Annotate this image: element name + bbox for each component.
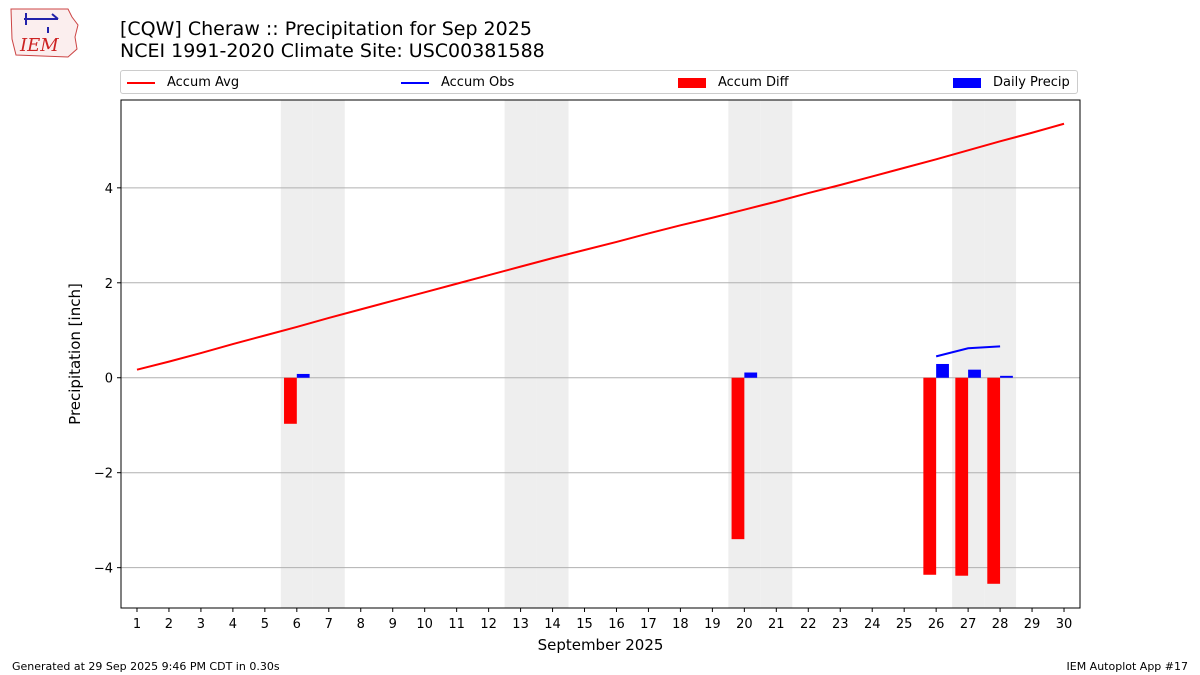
y-tick-label: 0: [105, 372, 113, 387]
x-axis: 1 2 3 4 5 6 7 8 9 10 11 12 13 14 15 16 17 18 19 20 21 22 23 24 2…: [133, 608, 1072, 632]
y-tick-label: −2: [94, 467, 113, 482]
y-tick-label: 4: [105, 182, 113, 197]
x-tick-label: 12: [480, 617, 497, 632]
chart-subtitle: NCEI 1991-2020 Climate Site: USC00381588: [120, 40, 545, 62]
chart-title: [CQW] Cheraw :: Precipitation for Sep 20…: [120, 18, 532, 40]
y-tick-label: −4: [94, 562, 113, 577]
x-tick-label: 16: [608, 617, 625, 632]
x-tick-label: 5: [261, 617, 269, 632]
logo-text: IEM: [19, 35, 59, 56]
x-tick-label: 8: [357, 617, 365, 632]
x-tick-label: 20: [736, 617, 753, 632]
plot-frame: [120, 99, 1081, 609]
x-tick-label: 27: [960, 617, 977, 632]
accum-diff-bar: [987, 377, 1001, 584]
legend-label: Accum Diff: [718, 75, 789, 90]
x-tick-label: 11: [448, 617, 465, 632]
accum-diff-bar: [284, 377, 297, 424]
accum-diff-bar: [731, 377, 745, 540]
x-tick-label: 15: [576, 617, 593, 632]
weekend-band: [504, 100, 537, 608]
accum-diff-bar: [923, 377, 937, 575]
weekend-shading: [280, 100, 1017, 608]
x-tick-label: 22: [800, 617, 817, 632]
x-tick-label: 10: [416, 617, 433, 632]
weekend-band: [280, 100, 313, 608]
legend: Accum Avg Accum Obs Accum Diff Daily Pre…: [120, 70, 1078, 94]
daily-precip-bar: [936, 363, 949, 378]
daily-precip-bar: [744, 372, 758, 378]
iowa-state-outline: [10, 8, 79, 58]
x-tick-label: 4: [229, 617, 237, 632]
weekend-band: [312, 100, 345, 608]
bars: [284, 363, 1013, 584]
legend-swatch: [678, 78, 706, 88]
x-tick-label: 29: [1024, 617, 1041, 632]
footer-app-text: IEM Autoplot App #17: [1066, 660, 1189, 673]
y-tick-label: 2: [105, 277, 113, 292]
legend-swatch: [401, 82, 429, 84]
legend-swatch: [127, 82, 155, 84]
x-tick-label: 2: [165, 617, 173, 632]
x-tick-label: 7: [325, 617, 333, 632]
x-tick-label: 1: [133, 617, 141, 632]
weekend-band: [536, 100, 569, 608]
x-tick-label: 9: [389, 617, 397, 632]
x-tick-label: 28: [992, 617, 1009, 632]
footer-generated-text: Generated at 29 Sep 2025 9:46 PM CDT in …: [12, 660, 280, 673]
x-tick-label: 17: [640, 617, 657, 632]
accum-diff-bar: [955, 377, 969, 576]
x-tick-label: 13: [512, 617, 529, 632]
accum-obs-line: [935, 345, 1001, 358]
x-tick-label: 24: [864, 617, 881, 632]
x-axis-label: September 2025: [538, 636, 664, 654]
x-tick-label: 23: [832, 617, 849, 632]
x-tick-label: 19: [704, 617, 721, 632]
legend-label: Accum Obs: [441, 75, 515, 90]
x-tick-label: 26: [928, 617, 945, 632]
legend-swatch: [953, 78, 981, 88]
x-tick-label: 30: [1056, 617, 1073, 632]
gridlines: [121, 187, 1080, 569]
iem-logo: IEM: [10, 8, 79, 58]
daily-precip-bar: [968, 369, 981, 378]
x-tick-label: 21: [768, 617, 785, 632]
legend-label: Daily Precip: [993, 75, 1070, 90]
y-axis: −4 −2 0 2 4: [94, 182, 121, 577]
weather-vane-icon: [24, 13, 59, 33]
x-tick-label: 3: [197, 617, 205, 632]
daily-precip-bar: [1000, 375, 1013, 378]
legend-label: Accum Avg: [167, 75, 240, 90]
x-tick-label: 18: [672, 617, 689, 632]
weekend-band: [760, 100, 793, 608]
x-tick-label: 6: [293, 617, 301, 632]
daily-precip-bar: [296, 373, 310, 378]
accum-avg-line: [136, 122, 1065, 371]
x-tick-label: 14: [544, 617, 561, 632]
y-axis-label: Precipitation [inch]: [66, 283, 84, 425]
series-lines: [136, 122, 1065, 371]
x-tick-label: 25: [896, 617, 913, 632]
